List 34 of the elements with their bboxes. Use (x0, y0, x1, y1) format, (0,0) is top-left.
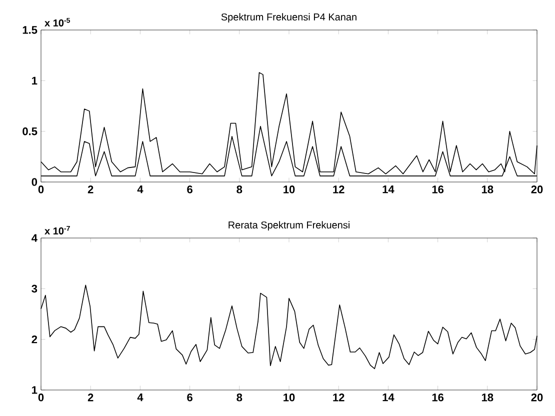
x-tick-label: 6 (187, 394, 192, 402)
x-tick-label: 12 (333, 186, 344, 194)
x-tick-label: 18 (482, 394, 494, 402)
x-tick-label: 8 (236, 186, 242, 194)
x-tick-label: 20 (531, 394, 543, 402)
x-tick-label: 4 (137, 394, 144, 402)
x-tick-label: 16 (432, 186, 444, 194)
y-tick-label: 1.5 (22, 26, 38, 34)
text: x 10$^{-5}$ (44, 18, 70, 26)
x-tick-label: 2 (88, 394, 94, 402)
x-tick-label: 0 (38, 394, 44, 402)
x-tick-label: 14 (382, 186, 394, 194)
y-tick-label: 4 (32, 234, 38, 242)
x-tick-label: 10 (284, 394, 295, 402)
x-tick-label: 0 (38, 186, 44, 194)
x-tick-label: 18 (482, 186, 494, 194)
x-tick-label: 2 (88, 186, 94, 194)
x-tick-label: 10 (284, 186, 295, 194)
x-tick-label: 12 (333, 394, 344, 402)
x-tick-label: 6 (187, 186, 192, 194)
y-tick-label: 3 (32, 284, 38, 293)
x-tick-label: 4 (137, 186, 144, 194)
y-tick-label: 2 (32, 335, 38, 344)
x-tick-label: 16 (432, 394, 444, 402)
y-tick-label: 0 (32, 178, 38, 186)
chart-title: Spektrum Frekuensi P4 Kanan (221, 13, 356, 23)
y-tick-label: 0.5 (22, 127, 38, 136)
y-tick-label: 1 (32, 76, 38, 84)
x-tick-label: 20 (531, 186, 543, 194)
text: x 10$^{-7}$ (44, 226, 70, 234)
x-tick-label: 14 (382, 394, 394, 402)
x-tick-label: 8 (236, 394, 242, 402)
y-tick-label: 1 (32, 386, 38, 394)
chart-title: Rerata Spektrum Frekuensi (228, 221, 350, 231)
